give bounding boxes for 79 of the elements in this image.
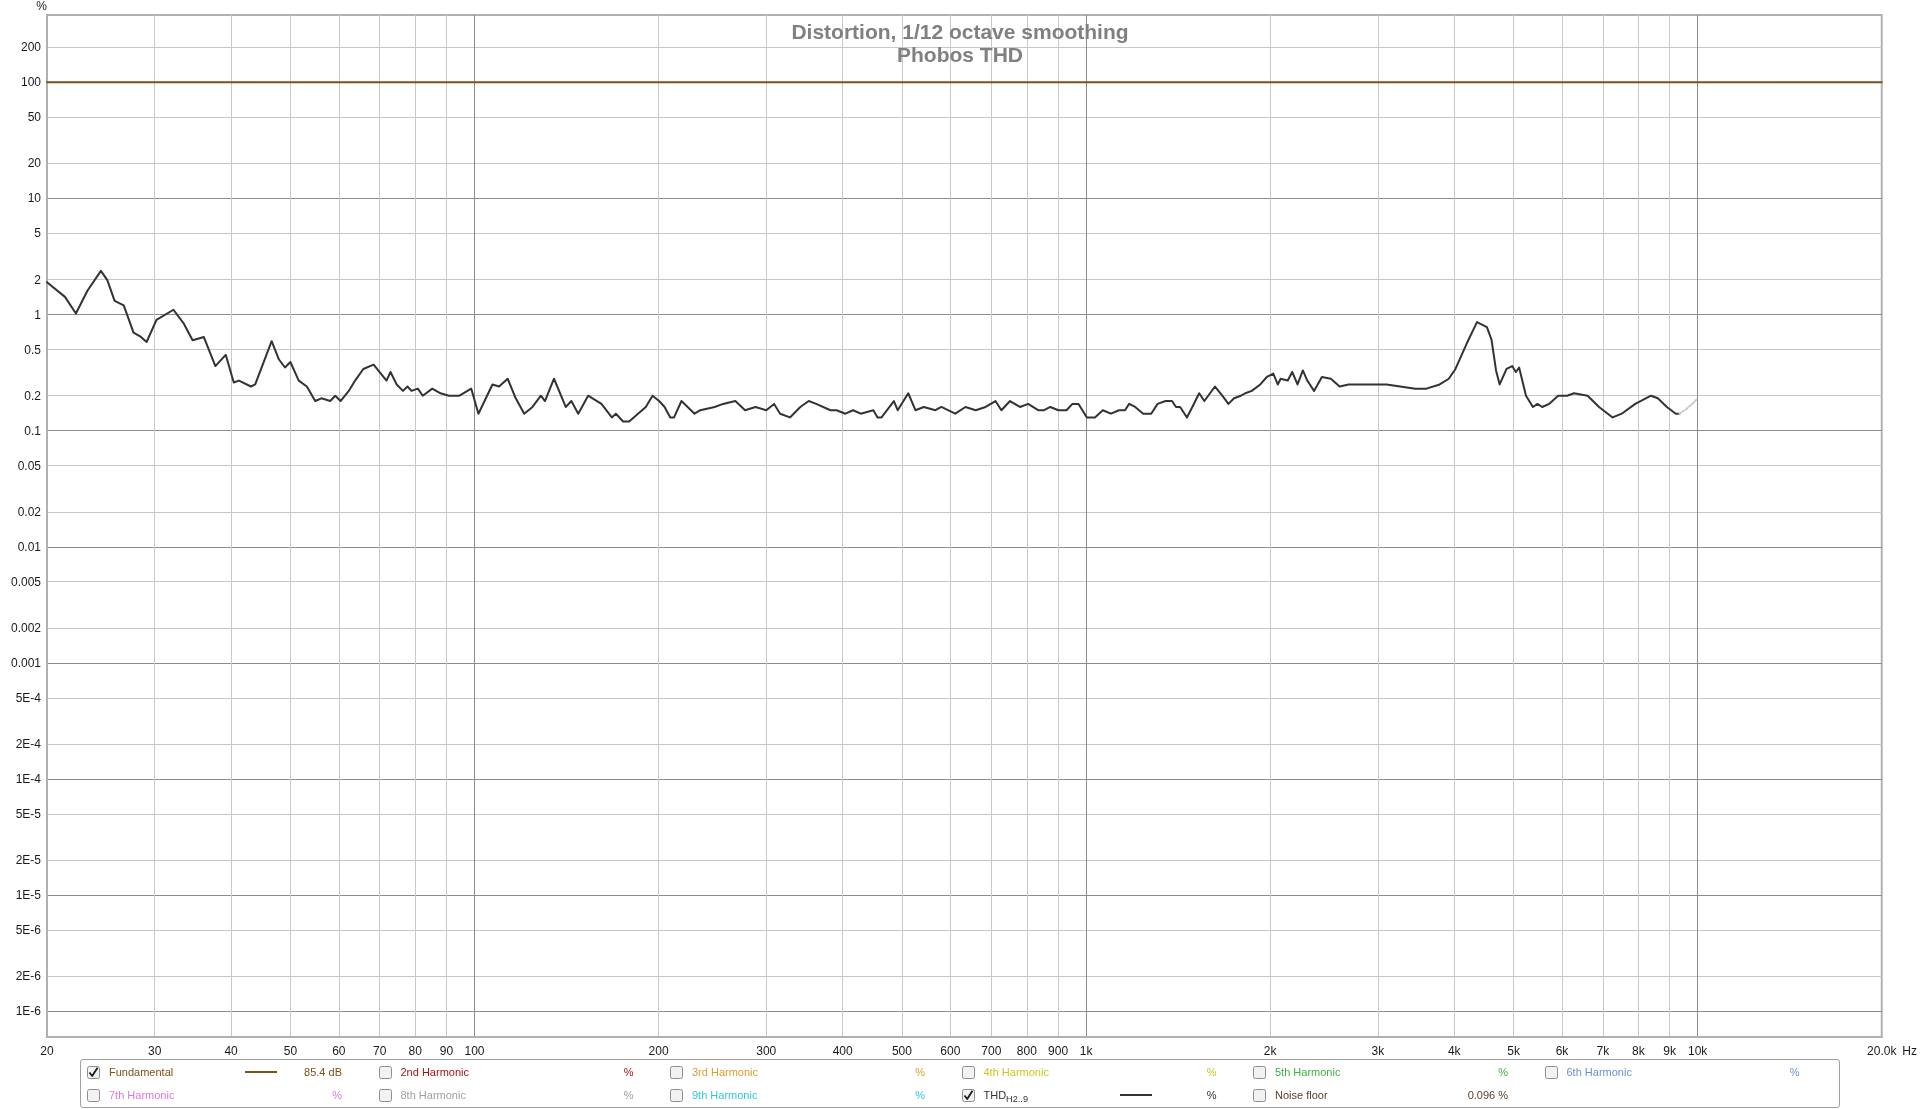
text: % <box>622 1087 634 1103</box>
legend-label: 9th Harmonic <box>692 1087 758 1103</box>
line-series <box>1678 397 1699 415</box>
y-tick-label: 200 <box>20 40 42 55</box>
y-tick-label: 20 <box>27 156 42 171</box>
x-tick-label: 100 <box>464 1044 485 1058</box>
x-tick-label: 20.0k <box>1867 1044 1898 1058</box>
y-tick-label: 5 <box>34 226 42 241</box>
y-tick-label: 1E-6 <box>15 1004 42 1019</box>
y-tick-label: 0.01 <box>17 539 42 554</box>
x-tick-label: 80 <box>408 1044 423 1058</box>
y-tick-label: 5E-6 <box>15 923 42 938</box>
x-axis-title: Hz <box>1902 1044 1918 1058</box>
y-tick-label: 0.2 <box>24 388 42 403</box>
y-tick-label: 2E-6 <box>15 969 42 984</box>
x-tick-label: 70 <box>373 1044 387 1058</box>
y-tick-label: 0.1 <box>24 423 42 438</box>
y-tick-label: 0.005 <box>10 574 42 589</box>
x-tick-label: 8k <box>1632 1044 1646 1058</box>
x-tick-label: 4k <box>1447 1044 1462 1058</box>
legend-label: 4th Harmonic <box>983 1064 1049 1080</box>
y-tick-label: 2E-4 <box>15 737 42 752</box>
text: % <box>914 1064 925 1080</box>
x-tick-label: 9k <box>1663 1044 1677 1058</box>
y-tick-label: 0.05 <box>17 458 42 473</box>
legend-label: 3rd Harmonic <box>692 1064 759 1080</box>
text: % <box>1788 1064 1800 1080</box>
x-tick-label: 10k <box>1687 1044 1709 1058</box>
y-axis-title: % <box>36 0 48 13</box>
text: % <box>331 1087 342 1103</box>
legend-label: 2nd Harmonic <box>400 1064 469 1080</box>
x-tick-label: 90 <box>439 1044 454 1058</box>
legend-label: 6th Harmonic <box>1566 1064 1632 1080</box>
x-tick-label: 900 <box>1048 1044 1069 1058</box>
legend-label: 8th Harmonic <box>400 1087 466 1103</box>
x-tick-label: 800 <box>1016 1044 1038 1058</box>
text: Fundamental <box>109 1064 174 1080</box>
y-tick-label: 5E-4 <box>15 690 42 705</box>
x-tick-label: 7k <box>1596 1044 1611 1058</box>
y-tick-label: 1E-5 <box>15 888 42 903</box>
y-tick-label: 1E-4 <box>15 772 42 787</box>
y-tick-label: 0.002 <box>10 620 42 635</box>
text: % <box>1205 1087 1217 1103</box>
legend-label: Noise floor <box>1275 1087 1328 1103</box>
x-tick-label: 500 <box>891 1044 913 1058</box>
x-tick-label: 5k <box>1507 1044 1521 1058</box>
x-tick-label: 600 <box>940 1044 961 1058</box>
x-tick-label: 2k <box>1263 1044 1278 1058</box>
x-tick-label: 1k <box>1079 1044 1094 1058</box>
x-tick-label: 50 <box>283 1044 298 1058</box>
text: Phobos THD <box>897 43 1023 66</box>
text: 0.096 % <box>1466 1087 1508 1103</box>
x-tick-label: 40 <box>224 1044 239 1058</box>
y-tick-label: 10 <box>27 191 42 206</box>
x-tick-label: 6k <box>1555 1044 1570 1058</box>
x-tick-label: 30 <box>148 1044 162 1058</box>
x-tick-label: 60 <box>332 1044 346 1058</box>
text: % <box>1205 1064 1217 1080</box>
y-tick-label: 0.02 <box>17 504 42 519</box>
legend-label: 7th Harmonic <box>109 1087 175 1103</box>
y-tick-label: 100 <box>20 75 42 90</box>
y-tick-label: 0.001 <box>10 655 42 670</box>
y-tick-label: 1 <box>34 307 42 322</box>
text: % <box>1497 1064 1508 1080</box>
text: % <box>622 1064 634 1080</box>
x-tick-label: 3k <box>1371 1044 1386 1058</box>
y-tick-label: 5E-5 <box>15 806 42 821</box>
y-tick-label: 2E-5 <box>15 853 42 868</box>
y-tick-label: 0.5 <box>24 342 42 357</box>
text: THD$_{H2..9}$ <box>983 1087 1028 1106</box>
y-tick-label: 50 <box>27 110 42 125</box>
legend-label: 5th Harmonic <box>1275 1064 1341 1080</box>
x-tick-label: 200 <box>648 1044 669 1058</box>
y-tick-label: 2 <box>34 272 42 287</box>
text: 85.4 dB <box>303 1064 342 1080</box>
x-tick-label: 300 <box>756 1044 777 1058</box>
text: % <box>914 1087 925 1103</box>
x-tick-label: 400 <box>832 1044 854 1058</box>
x-tick-label: 700 <box>981 1044 1002 1058</box>
